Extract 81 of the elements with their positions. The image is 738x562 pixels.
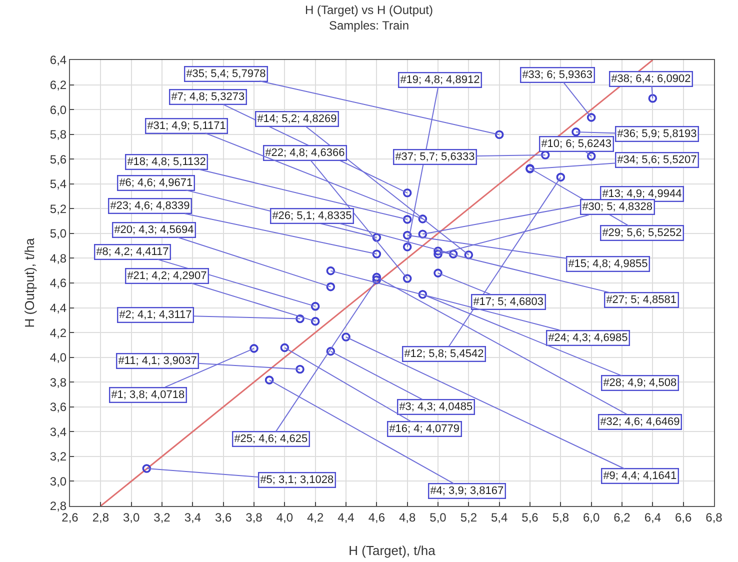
- annotation: #21; 4,2; 4,2907: [127, 270, 207, 282]
- annotation: #9; 4,4; 4,1641: [603, 470, 677, 482]
- annotation: #27; 5; 4,8581: [606, 294, 677, 306]
- annotation: #20; 4,3; 4,5694: [114, 224, 194, 236]
- y-tick-label: 6,2: [50, 78, 67, 92]
- annotation: #7; 4,8; 5,3273: [171, 91, 245, 104]
- x-tick-label: 4,4: [338, 510, 355, 524]
- y-axis-title: H (Output), t/ha: [22, 237, 37, 328]
- annotation: #12; 5,8; 5,4542: [404, 348, 484, 360]
- annotation: #5; 3,1; 3,1028: [260, 474, 334, 486]
- x-tick-label: 3,6: [214, 510, 232, 524]
- annotation: #4; 3,9; 3,8167: [430, 485, 504, 498]
- annotation: #26; 5,1; 4,8335: [272, 210, 352, 222]
- annotation: #8; 4,2; 4,4117: [96, 246, 169, 258]
- annotation: #1; 3,8; 4,0718: [111, 389, 185, 402]
- x-tick-label: 3,8: [246, 510, 263, 524]
- annotation: #2; 4,1; 4,3117: [119, 309, 192, 322]
- annotation: #13; 4,9; 4,9944: [602, 188, 682, 200]
- y-tick-label: 6,0: [50, 102, 67, 117]
- annotation: #14; 5,2; 4,8269: [257, 113, 337, 126]
- annotation: #3; 4,3; 4,0485: [399, 401, 473, 414]
- x-tick-label: 3,4: [184, 510, 202, 524]
- y-tick-label: 6,4: [50, 53, 67, 68]
- y-tick-label: 5,8: [50, 128, 67, 142]
- y-tick-label: 3,8: [50, 375, 67, 390]
- x-tick-label: 5,4: [490, 510, 508, 524]
- y-tick-label: 3,0: [50, 474, 67, 488]
- x-tick-label: 5,2: [460, 510, 478, 524]
- annotation: #15; 4,8; 4,9855: [568, 258, 648, 270]
- annotation: #6; 4,6; 4,9671: [119, 177, 193, 190]
- x-tick-label: 2,8: [92, 510, 110, 524]
- x-tick-label: 4,0: [276, 510, 294, 524]
- annotation: #32; 4,6; 4,6469: [600, 416, 680, 428]
- y-tick-label: 5,4: [50, 177, 67, 192]
- x-tick-label: 4,2: [306, 510, 324, 524]
- y-tick-label: 4,2: [50, 326, 67, 340]
- x-tick-label: 4,6: [368, 510, 386, 524]
- y-tick-label: 4,8: [50, 251, 67, 266]
- y-tick-label: 5,0: [50, 226, 67, 241]
- annotation: #17; 5; 4,6803: [473, 296, 544, 308]
- annotation: #28; 4,9; 4,508: [603, 377, 677, 390]
- y-tick-label: 3,4: [50, 424, 67, 439]
- annotation: #31; 4,9; 5,1171: [147, 120, 226, 132]
- y-tick-label: 5,2: [50, 202, 67, 216]
- annotation: #16; 4; 4,0779: [389, 423, 460, 436]
- annotation: #23; 4,6; 4,8339: [110, 200, 190, 212]
- x-tick-label: 5,0: [430, 510, 447, 524]
- x-axis-title: H (Target), t/ha: [348, 543, 436, 558]
- annotation: #10; 6; 5,6243: [541, 138, 612, 150]
- chart-title: H (Target) vs H (Output): [304, 3, 434, 18]
- y-tick-label: 4,6: [50, 276, 67, 290]
- x-tick-label: 6,4: [644, 510, 662, 524]
- x-tick-label: 6,8: [706, 510, 723, 524]
- annotation: #19; 4,8; 4,8912: [400, 74, 480, 86]
- x-tick-label: 3,2: [154, 510, 171, 524]
- annotation: #29; 5,6; 5,5252: [602, 227, 682, 240]
- annotation: #34; 5,6; 5,5207: [617, 154, 697, 166]
- x-tick-label: 4,8: [398, 510, 416, 524]
- annotation: #25; 4,6; 4,625: [234, 433, 308, 446]
- x-tick-label: 6,2: [614, 510, 631, 524]
- y-tick-label: 5,6: [50, 152, 67, 166]
- x-tick-label: 6,0: [582, 510, 600, 524]
- annotation: #35; 5,4; 5,7978: [186, 68, 266, 80]
- annotation: #18; 4,8; 5,1132: [127, 156, 206, 168]
- y-tick-label: 3,6: [50, 400, 67, 414]
- annotation: #30; 5; 4,8328: [582, 201, 653, 214]
- x-tick-label: 3,0: [122, 510, 140, 524]
- y-tick-label: 4,4: [50, 300, 67, 315]
- annotation: #38; 6,4; 6,0902: [611, 73, 691, 86]
- x-tick-label: 5,8: [552, 510, 570, 524]
- annotation: #11; 4,1; 3,9037: [118, 355, 197, 368]
- annotation: #37; 5,7; 5,6333: [395, 151, 475, 164]
- annotation: #36; 5,9; 5,8193: [617, 128, 697, 140]
- annotation: #22; 4,8; 4,6366: [265, 147, 345, 160]
- chart-subtitle: Samples: Train: [328, 18, 410, 33]
- x-tick-label: 6,6: [674, 510, 692, 524]
- annotation: #33; 6; 5,9363: [522, 69, 593, 82]
- annotation: #24; 4,3; 4,6985: [548, 332, 628, 344]
- y-tick-label: 3,2: [50, 450, 67, 464]
- x-tick-label: 5,6: [522, 510, 539, 524]
- y-tick-label: 4,0: [50, 350, 67, 365]
